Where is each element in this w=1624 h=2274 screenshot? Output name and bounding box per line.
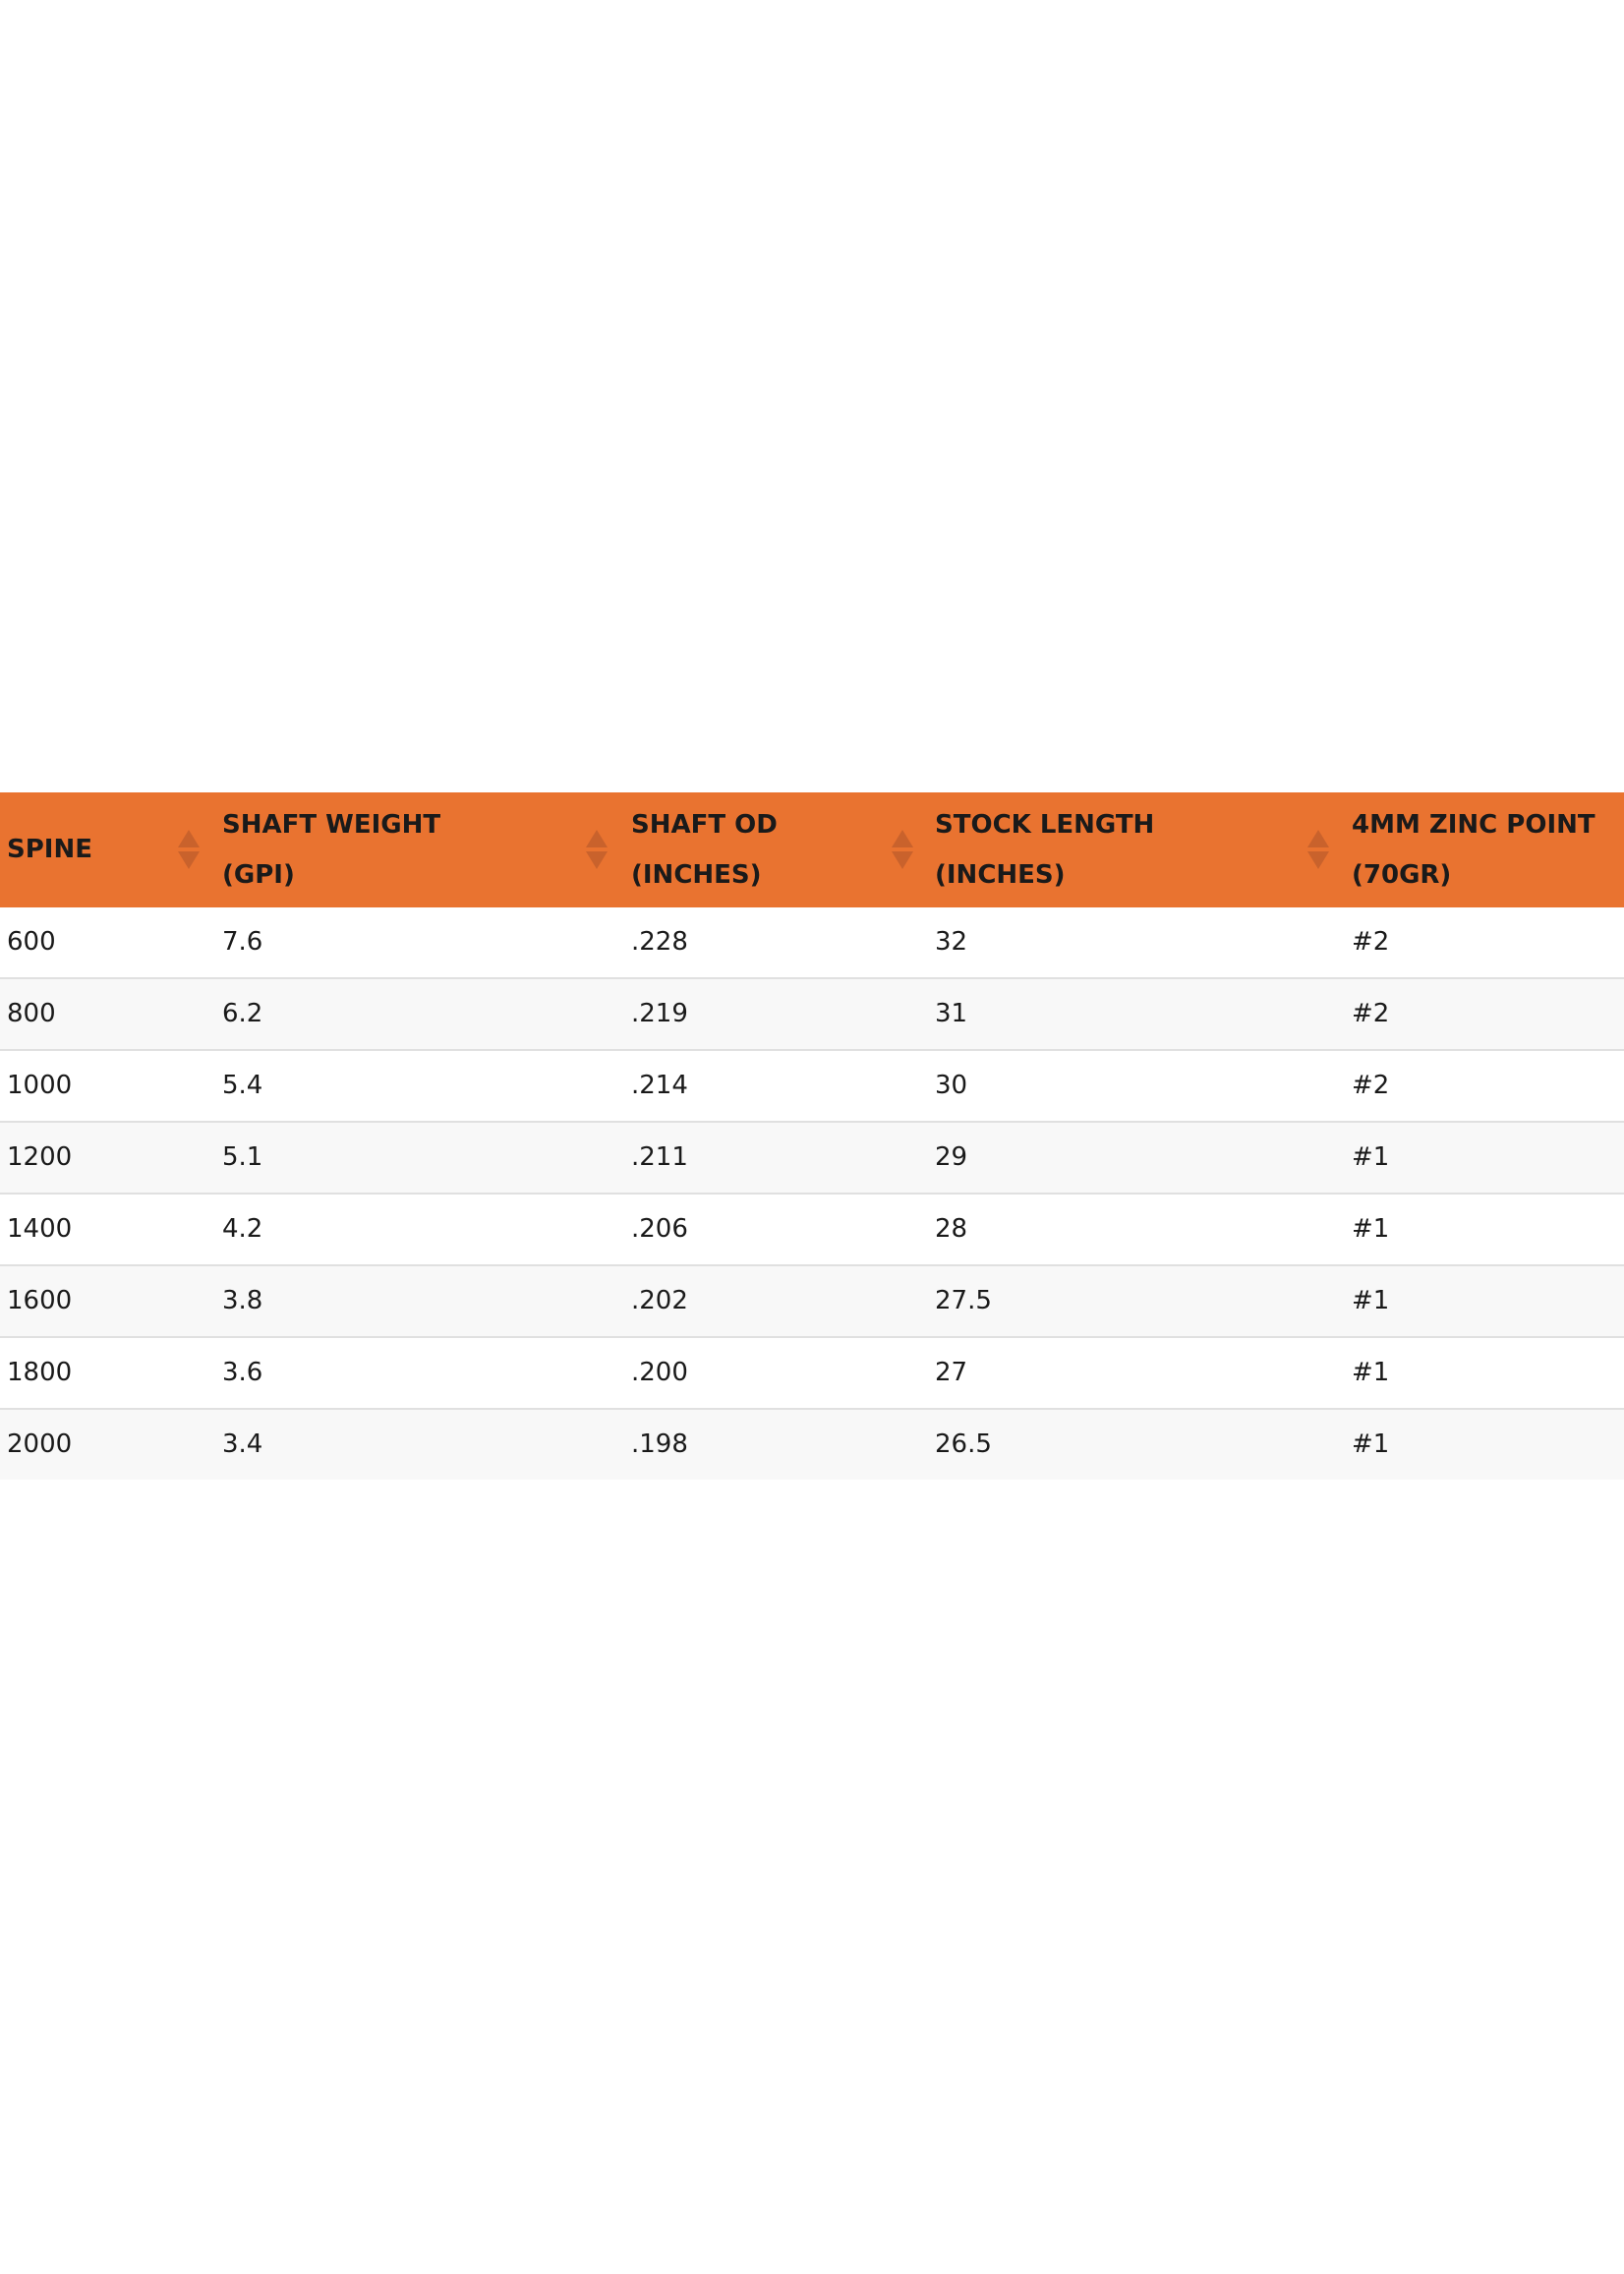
table-cell: 7.6 bbox=[222, 927, 263, 957]
table-cell: 5.1 bbox=[222, 1142, 263, 1172]
header-label: SHAFT WEIGHT bbox=[222, 809, 441, 840]
table-cell: 2000 bbox=[7, 1429, 73, 1459]
header-label: SHAFT OD bbox=[631, 809, 778, 840]
table-cell: #2 bbox=[1352, 927, 1390, 957]
table-cell: 29 bbox=[935, 1142, 968, 1172]
table-cell: 28 bbox=[935, 1214, 968, 1244]
sort-icon[interactable] bbox=[178, 830, 200, 871]
header-unit: (GPI) bbox=[222, 859, 295, 890]
table-cell: 1800 bbox=[7, 1358, 73, 1387]
table-cell: 1400 bbox=[7, 1214, 73, 1244]
table-row: 1400 4.2 .206 28 #1 bbox=[0, 1193, 1624, 1264]
header-label: STOCK LENGTH bbox=[935, 809, 1155, 840]
table-row: 1600 3.8 .202 27.5 #1 bbox=[0, 1264, 1624, 1336]
spine-chart-table: SPINE SHAFT WEIGHT (GPI) SHAFT OD (INCHES)… bbox=[0, 792, 1624, 1480]
table-cell: 5.4 bbox=[222, 1071, 263, 1100]
table-cell: #2 bbox=[1352, 999, 1390, 1028]
table-cell: 27 bbox=[935, 1358, 968, 1387]
table-cell: .202 bbox=[631, 1286, 688, 1315]
column-header-zinc-point[interactable]: 4MM ZINC POINT (70GR) bbox=[1352, 792, 1595, 907]
table-cell: #1 bbox=[1352, 1142, 1390, 1172]
table-row: 2000 3.4 .198 26.5 #1 bbox=[0, 1408, 1624, 1480]
table-cell: 31 bbox=[935, 999, 968, 1028]
column-header-stock-length[interactable]: STOCK LENGTH (INCHES) bbox=[935, 792, 1154, 907]
table-cell: 1200 bbox=[7, 1142, 73, 1172]
header-unit: (INCHES) bbox=[935, 859, 1066, 890]
table-header: SPINE SHAFT WEIGHT (GPI) SHAFT OD (INCHES)… bbox=[0, 792, 1624, 907]
table-cell: #1 bbox=[1352, 1358, 1390, 1387]
table-row: 1800 3.6 .200 27 #1 bbox=[0, 1336, 1624, 1408]
column-header-spine[interactable]: SPINE bbox=[7, 792, 92, 907]
column-header-shaft-weight[interactable]: SHAFT WEIGHT (GPI) bbox=[222, 792, 440, 907]
table-cell: 600 bbox=[7, 927, 56, 957]
table-cell: 4.2 bbox=[222, 1214, 263, 1244]
table-cell: .211 bbox=[631, 1142, 688, 1172]
sort-icon[interactable] bbox=[892, 830, 913, 871]
table-cell: 1600 bbox=[7, 1286, 73, 1315]
table-row: 1200 5.1 .211 29 #1 bbox=[0, 1121, 1624, 1193]
header-label: 4MM ZINC POINT bbox=[1352, 809, 1595, 840]
table-cell: 1000 bbox=[7, 1071, 73, 1100]
table-cell: .214 bbox=[631, 1071, 688, 1100]
table-cell: .198 bbox=[631, 1429, 688, 1459]
table-cell: 6.2 bbox=[222, 999, 263, 1028]
table-cell: .200 bbox=[631, 1358, 688, 1387]
sort-icon[interactable] bbox=[1307, 830, 1329, 871]
table-cell: 3.8 bbox=[222, 1286, 263, 1315]
table-row: 1000 5.4 .214 30 #2 bbox=[0, 1049, 1624, 1121]
table-cell: 32 bbox=[935, 927, 968, 957]
table-cell: #1 bbox=[1352, 1429, 1390, 1459]
table-row: 600 7.6 .228 32 #2 bbox=[0, 907, 1624, 977]
table-body: 600 7.6 .228 32 #2 800 6.2 .219 31 #2 1000 5.4 .214 3… bbox=[0, 907, 1624, 1480]
table-cell: 800 bbox=[7, 999, 56, 1028]
column-header-shaft-od[interactable]: SHAFT OD (INCHES) bbox=[631, 792, 778, 907]
table-cell: 26.5 bbox=[935, 1429, 992, 1459]
table-cell: .219 bbox=[631, 999, 688, 1028]
table-cell: #1 bbox=[1352, 1286, 1390, 1315]
table-cell: 27.5 bbox=[935, 1286, 992, 1315]
table-cell: 3.4 bbox=[222, 1429, 263, 1459]
header-unit: (70GR) bbox=[1352, 859, 1452, 890]
table-row: 800 6.2 .219 31 #2 bbox=[0, 977, 1624, 1049]
table-cell: .206 bbox=[631, 1214, 688, 1244]
sort-icon[interactable] bbox=[586, 830, 608, 871]
table-cell: 30 bbox=[935, 1071, 968, 1100]
table-cell: 3.6 bbox=[222, 1358, 263, 1387]
header-label: SPINE bbox=[7, 835, 92, 864]
table-cell: #1 bbox=[1352, 1214, 1390, 1244]
table-cell: .228 bbox=[631, 927, 688, 957]
header-unit: (INCHES) bbox=[631, 859, 762, 890]
table-cell: #2 bbox=[1352, 1071, 1390, 1100]
